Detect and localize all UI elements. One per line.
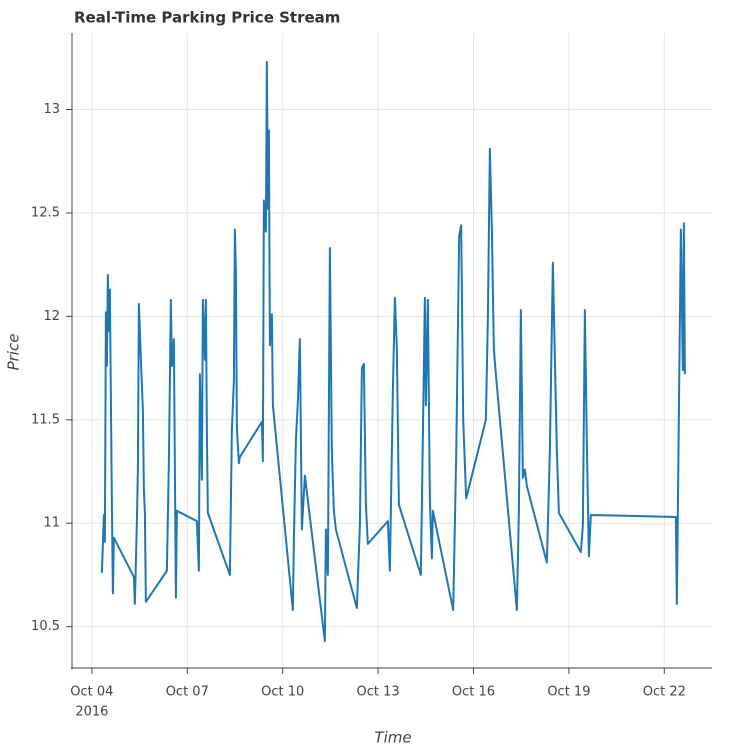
x-tick-label: Oct 10 xyxy=(261,685,304,700)
y-axis-label: Price xyxy=(5,334,23,371)
data-line xyxy=(100,60,686,643)
y-tick-label: 11 xyxy=(43,516,60,531)
x-tick-label: Oct 22 xyxy=(643,685,686,700)
x-tick-label: Oct 13 xyxy=(357,685,400,700)
x-tick-label: Oct 16 xyxy=(452,685,495,700)
x-tick-label: Oct 07 xyxy=(166,685,209,700)
x-axis-label: Time xyxy=(374,729,411,747)
x-tick-label: Oct 19 xyxy=(547,685,590,700)
y-tick-label: 12.5 xyxy=(31,205,60,220)
y-tick-label: 10.5 xyxy=(31,619,60,634)
y-tick-label: 11.5 xyxy=(31,412,60,427)
grid: 10.5 11 11.5 12 12.5 13 Oct 04 2016 Oct 07 Oct 10… xyxy=(31,33,712,720)
y-tick-label: 13 xyxy=(43,102,60,117)
x-tick-sublabel: 2016 xyxy=(75,705,108,720)
x-tick-label: Oct 04 xyxy=(70,685,113,700)
chart-title: Real-Time Parking Price Stream xyxy=(74,9,340,27)
y-tick-label: 12 xyxy=(43,309,60,324)
plot-area xyxy=(100,60,686,643)
